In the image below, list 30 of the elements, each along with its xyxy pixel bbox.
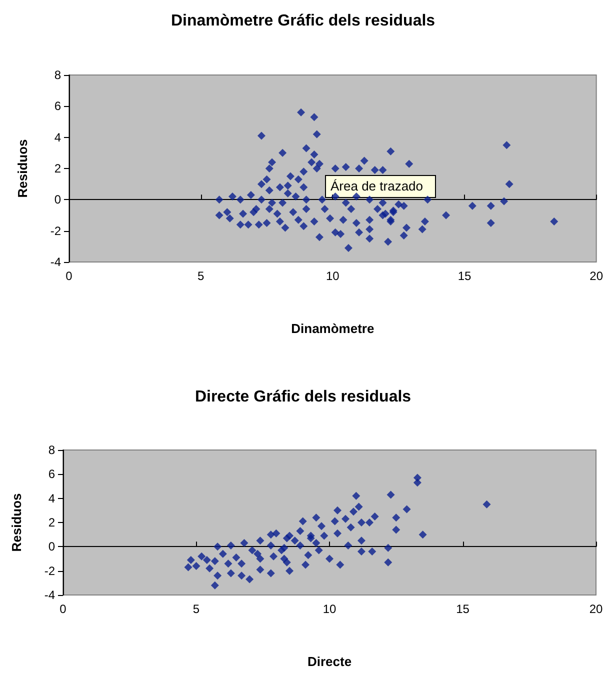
y-tick-label: 8 bbox=[54, 68, 62, 82]
x-tick-label: 15 bbox=[456, 602, 470, 616]
y-tick-label: -4 bbox=[50, 255, 62, 269]
chart-title: Dinamòmetre Gráfic dels residuals bbox=[170, 12, 436, 30]
y-tick-label: 4 bbox=[54, 130, 62, 144]
x-tick-label: 20 bbox=[590, 269, 604, 283]
y-tick-label: 4 bbox=[48, 491, 56, 506]
x-tick-label: 0 bbox=[66, 269, 73, 283]
x-tick-label: 5 bbox=[192, 602, 200, 616]
y-tick-label: -4 bbox=[44, 588, 56, 602]
y-tick-label: 0 bbox=[48, 540, 56, 554]
y-tick-label: 8 bbox=[48, 443, 56, 457]
y-axis-title: Residuos bbox=[15, 139, 30, 198]
y-tick-label: 2 bbox=[54, 162, 62, 176]
y-axis-title: Residuos bbox=[9, 493, 24, 552]
x-tick-label: 5 bbox=[197, 269, 204, 283]
annotation: Área de trazado bbox=[330, 178, 424, 194]
chart-title: Directe Gráfic dels residuals bbox=[194, 388, 412, 406]
y-tick-label: 6 bbox=[54, 99, 62, 114]
y-tick-label: 2 bbox=[48, 516, 56, 530]
y-tick-label: 6 bbox=[48, 467, 56, 482]
x-tick-label: 20 bbox=[589, 602, 603, 616]
x-axis-title: Dinamòmetre bbox=[291, 321, 374, 336]
x-axis-title: Directe bbox=[307, 654, 352, 669]
y-tick-label: -2 bbox=[44, 564, 56, 578]
y-tick-label: 0 bbox=[54, 192, 62, 207]
x-tick-label: 10 bbox=[322, 602, 336, 616]
x-tick-label: 15 bbox=[458, 269, 472, 283]
x-tick-label: 10 bbox=[326, 269, 340, 283]
y-tick-label: -2 bbox=[50, 224, 62, 238]
